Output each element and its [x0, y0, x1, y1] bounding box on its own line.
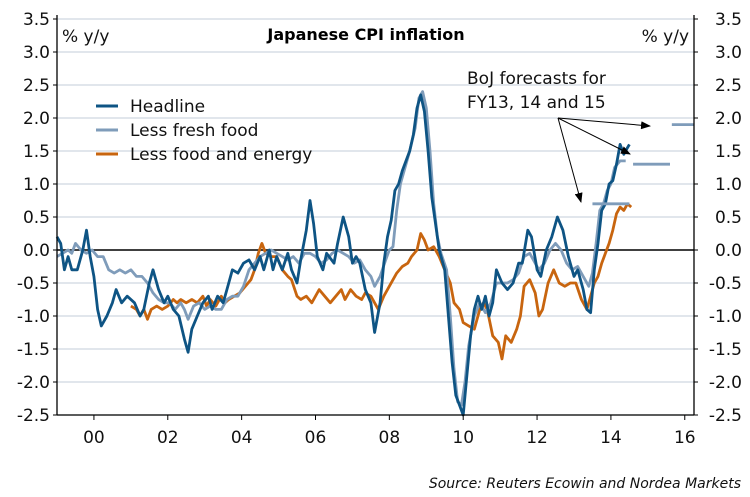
- y-tick-label-right: 1.0: [715, 175, 742, 195]
- annotation-arrow: [557, 117, 631, 155]
- y-axis-right-unit: % y/y: [642, 27, 689, 47]
- x-tick-label: 10: [452, 428, 474, 448]
- y-tick-label-right: -2.5: [709, 406, 742, 426]
- legend-label: Less fresh food: [130, 121, 258, 141]
- y-tick-label-left: 1.0: [23, 175, 50, 195]
- x-tick-label: 16: [674, 428, 696, 448]
- x-tick-label: 02: [157, 428, 179, 448]
- y-tick-label-right: -1.0: [709, 307, 742, 327]
- x-tick-label: 04: [231, 428, 253, 448]
- annotation-line-2: FY13, 14 and 15: [467, 93, 606, 113]
- y-tick-label-right: -0.5: [709, 274, 742, 294]
- y-axis-right-labels: 3.5 3.0 2.5 2.0 1.5 1.0 0.5 0.0 -0.5 -1.0 -1.5 -2.0…: [709, 10, 742, 426]
- x-tick-label: 08: [379, 428, 401, 448]
- y-tick-label-right: 0.5: [715, 208, 742, 228]
- forecast-annotation: BoJ forecasts for FY13, 14 and 15: [467, 69, 606, 113]
- y-tick-label-left: -1.5: [17, 340, 50, 360]
- y-tick-label-left: 3.0: [23, 43, 50, 63]
- y-tick-label-right: 1.5: [715, 142, 742, 162]
- axes: [53, 15, 698, 420]
- y-tick-label-right: -1.5: [709, 340, 742, 360]
- y-tick-label-left: 0.5: [23, 208, 50, 228]
- y-axis-left-unit: % y/y: [62, 27, 109, 47]
- y-tick-label-left: 2.5: [23, 76, 50, 96]
- x-axis-labels: 00 02 04 06 08 10 12 14 16: [83, 428, 695, 448]
- y-tick-label-right: 2.5: [715, 76, 742, 96]
- y-tick-label-right: 3.5: [715, 10, 742, 30]
- y-tick-label-left: -2.5: [17, 406, 50, 426]
- annotation-line-1: BoJ forecasts for: [467, 69, 606, 89]
- y-tick-label-left: 3.5: [23, 10, 50, 30]
- annotation-arrow: [557, 117, 651, 130]
- y-tick-label-left: -0.5: [17, 274, 50, 294]
- chart-title: Japanese CPI inflation: [266, 25, 464, 44]
- y-tick-label-right: 0.0: [715, 241, 742, 261]
- y-tick-label-left: -1.0: [17, 307, 50, 327]
- y-axis-left-labels: 3.5 3.0 2.5 2.0 1.5 1.0 0.5 0.0 -0.5 -1.0 -1.5 -2.0…: [17, 10, 50, 426]
- legend-label: Less food and energy: [130, 145, 312, 165]
- y-tick-label-right: 2.0: [715, 109, 742, 129]
- x-tick-label: 06: [305, 428, 327, 448]
- x-tick-label: 14: [600, 428, 622, 448]
- x-tick-label: 12: [526, 428, 548, 448]
- legend-label: Headline: [130, 97, 205, 117]
- series-line-headline: [55, 93, 631, 417]
- y-tick-label-right: 3.0: [715, 43, 742, 63]
- y-tick-label-left: 2.0: [23, 109, 50, 129]
- y-tick-label-left: 1.5: [23, 142, 50, 162]
- y-tick-label-left: -2.0: [17, 373, 50, 393]
- x-tick-label: 00: [83, 428, 105, 448]
- series-layer: [55, 90, 633, 417]
- source-note: Source: Reuters Ecowin and Nordea Market…: [429, 476, 741, 492]
- y-tick-label-right: -2.0: [709, 373, 742, 393]
- annotation-arrow: [557, 117, 583, 203]
- forecast-layer: [592, 123, 694, 206]
- annotation-arrows: [557, 117, 651, 203]
- legend: Headline Less fresh food Less food and ene…: [96, 97, 312, 165]
- y-tick-label-left: 0.0: [23, 241, 50, 261]
